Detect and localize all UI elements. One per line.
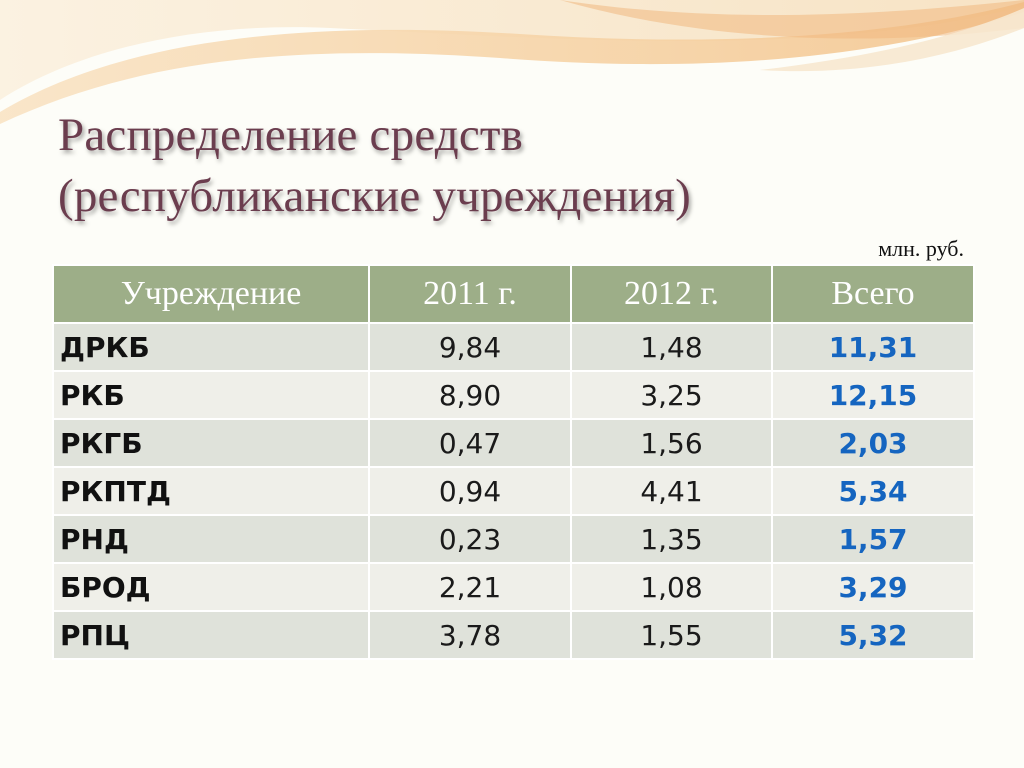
value-2012: 1,08 [570, 562, 773, 612]
table-row: РНД 0,23 1,35 1,57 [52, 514, 975, 564]
value-2011: 9,84 [368, 322, 572, 372]
value-total: 5,34 [771, 466, 975, 516]
value-2012: 1,56 [570, 418, 773, 468]
slide-title-line-1: Распределение средств [58, 109, 524, 161]
value-2011: 0,47 [368, 418, 572, 468]
institution-name: РКГБ [52, 418, 370, 468]
value-total: 2,03 [771, 418, 975, 468]
value-2012: 4,41 [570, 466, 773, 516]
value-total: 3,29 [771, 562, 975, 612]
header-institution: Учреждение [52, 264, 370, 324]
value-2011: 8,90 [368, 370, 572, 420]
value-2011: 3,78 [368, 610, 572, 660]
units-label: млн. руб. [878, 236, 964, 261]
table-row: БРОД 2,21 1,08 3,29 [52, 562, 975, 612]
institution-name: БРОД [52, 562, 370, 612]
table-row: РКБ 8,90 3,25 12,15 [52, 370, 975, 420]
header-2012: 2012 г. [570, 264, 773, 324]
institution-name: РПЦ [52, 610, 370, 660]
value-2011: 2,21 [368, 562, 572, 612]
value-2012: 3,25 [570, 370, 773, 420]
table-row: РПЦ 3,78 1,55 5,32 [52, 610, 975, 660]
value-2012: 1,48 [570, 322, 773, 372]
table-row: РКПТД 0,94 4,41 5,34 [52, 466, 975, 516]
value-2012: 1,35 [570, 514, 773, 564]
table-row: РКГБ 0,47 1,56 2,03 [52, 418, 975, 468]
value-2012: 1,55 [570, 610, 773, 660]
value-total: 12,15 [771, 370, 975, 420]
value-total: 5,32 [771, 610, 975, 660]
funds-distribution-table: Учреждение 2011 г. 2012 г. Всего ДРКБ 9,… [52, 264, 975, 660]
slide-title-line-2: (республиканские учреждения) [58, 170, 691, 222]
value-2011: 0,23 [368, 514, 572, 564]
institution-name: РКПТД [52, 466, 370, 516]
institution-name: РКБ [52, 370, 370, 420]
institution-name: ДРКБ [52, 322, 370, 372]
value-total: 11,31 [771, 322, 975, 372]
header-total: Всего [771, 264, 975, 324]
value-total: 1,57 [771, 514, 975, 564]
header-2011: 2011 г. [368, 264, 572, 324]
table-row: ДРКБ 9,84 1,48 11,31 [52, 322, 975, 372]
table-header-row: Учреждение 2011 г. 2012 г. Всего [52, 264, 975, 324]
value-2011: 0,94 [368, 466, 572, 516]
institution-name: РНД [52, 514, 370, 564]
